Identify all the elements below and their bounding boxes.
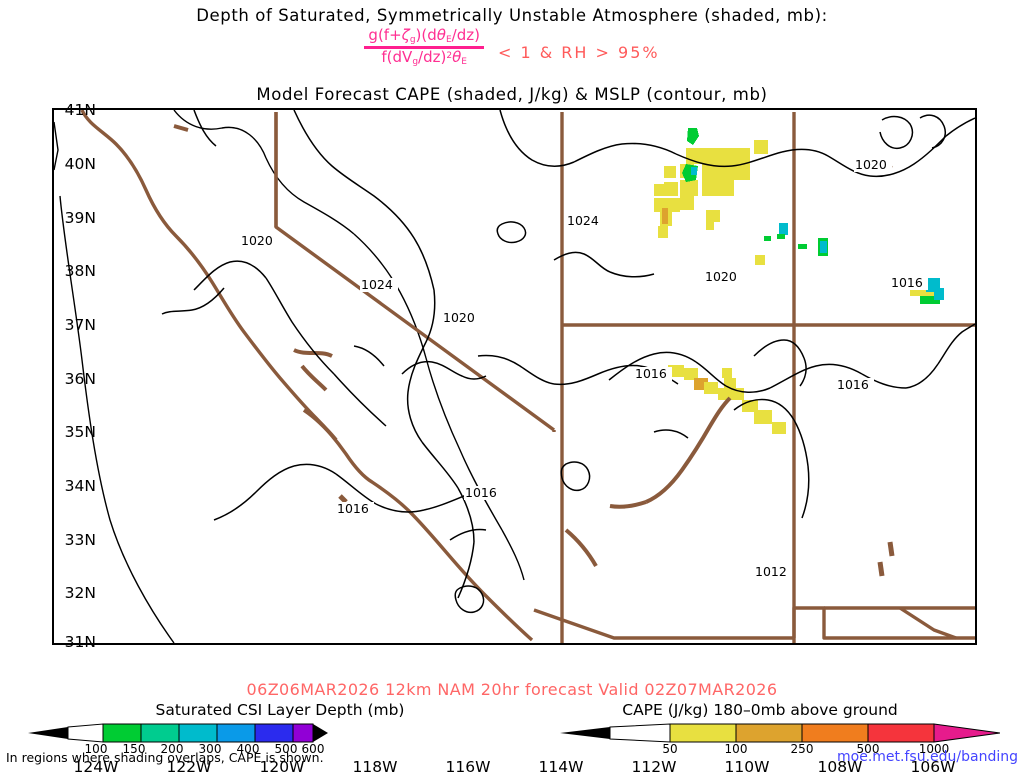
cape-tick-250: 250 [790,742,814,756]
lat-label-31n: 31N [64,633,96,651]
lat-label-35n: 35N [64,423,96,441]
svg-text:1016: 1016 [635,366,667,381]
svg-text:1024: 1024 [361,277,393,292]
csi-tick-500: 500 [274,742,298,756]
cape-tick-50: 50 [662,742,678,756]
formula-numerator: g(f+ζg)(dθE/dz) [368,26,480,45]
lon-label-118w: 118W [352,758,398,776]
csi-tick-200: 200 [160,742,184,756]
lat-label-32n: 32N [64,584,96,602]
lon-label-116w: 116W [445,758,491,776]
svg-text:1016: 1016 [337,501,369,516]
lon-label-114w: 114W [538,758,584,776]
csi-tick-100: 100 [84,742,108,756]
contour-labels: 1020 1024 1020 1024 1020 1020 1016 1016 [240,157,928,579]
lat-label-33n: 33N [64,531,96,549]
csi-tick-300: 300 [198,742,222,756]
state-boundaries [80,110,975,643]
csi-tick-150: 150 [122,742,146,756]
csi-colorbar[interactable] [28,723,328,743]
lon-label-112w: 112W [631,758,677,776]
formula-fraction: g(f+ζg)(dθE/dz) f(dVg/dz)2θE [364,26,484,68]
svg-text:1020: 1020 [705,269,737,284]
map-container[interactable]: 1020 1024 1020 1024 1020 1020 1016 1016 [52,101,977,776]
cape-tick-500: 500 [856,742,880,756]
cape-colorbar-title: CAPE (J/kg) 180–0mb above ground [622,701,898,719]
svg-text:1020: 1020 [443,310,475,325]
lat-label-34n: 34N [64,477,96,495]
lon-label-110w: 110W [724,758,770,776]
svg-text:1020: 1020 [241,233,273,248]
cape-tick-1000: 1000 [918,742,950,756]
lat-label-36n: 36N [64,370,96,388]
formula-bar [364,46,484,50]
map-frame[interactable]: 1020 1024 1020 1024 1020 1020 1016 1016 [52,108,977,645]
csi-criterion-formula: g(f+ζg)(dθE/dz) f(dVg/dz)2θE < 1 & RH > … [0,26,1024,68]
shaded-csi-cells [682,128,828,256]
forecast-valid-line: 06Z06MAR2026 12km NAM 20hr forecast Vali… [246,680,778,699]
source-url-link[interactable]: moe.met.fsu.edu/banding [837,749,1018,765]
svg-text:1016: 1016 [837,377,869,392]
cape-tick-100: 100 [724,742,748,756]
map-canvas[interactable]: 1020 1024 1020 1024 1020 1020 1016 1016 [54,110,975,643]
page-subtitle: Model Forecast CAPE (shaded, J/kg) & MSL… [256,85,768,104]
svg-text:1012: 1012 [755,564,787,579]
page-title: Depth of Saturated, Symmetrically Unstab… [196,6,828,25]
csi-tick-600: 600 [301,742,325,756]
csi-tick-400: 400 [236,742,260,756]
formula-condition: < 1 & RH > 95% [497,43,660,63]
svg-text:1016: 1016 [465,485,497,500]
svg-text:1024: 1024 [567,213,599,228]
svg-text:1020: 1020 [855,157,887,172]
mslp-contours [161,110,975,614]
cape-colorbar[interactable] [560,723,1000,743]
svg-text:1016: 1016 [891,275,923,290]
lat-label-37n: 37N [64,316,96,334]
lat-label-41n: 41N [64,101,96,119]
lat-label-40n: 40N [64,155,96,173]
csi-colorbar-title: Saturated CSI Layer Depth (mb) [155,701,405,719]
lat-label-39n: 39N [64,209,96,227]
overlap-note: In regions where shading overlaps, CAPE … [6,750,324,765]
lat-label-38n: 38N [64,262,96,280]
formula-denominator: f(dVg/dz)2θE [381,48,467,68]
